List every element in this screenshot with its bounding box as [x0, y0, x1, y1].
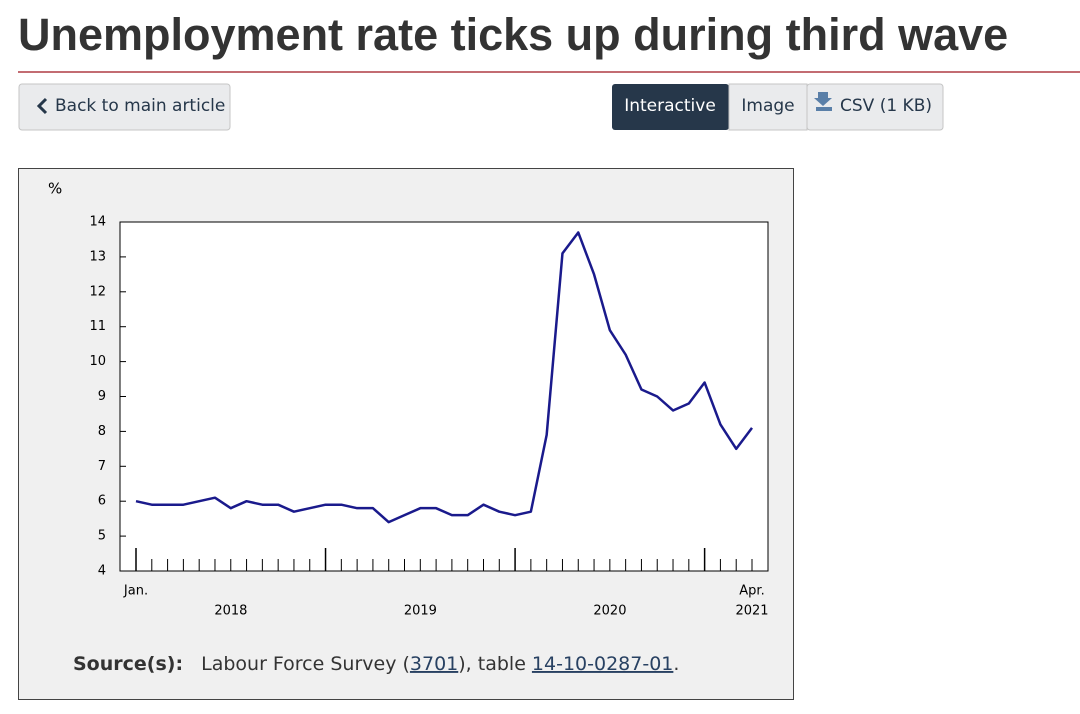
source-label: Source(s): [73, 653, 183, 675]
y-tick-label: 12 [89, 284, 106, 299]
interactive-label[interactable]: Interactive [624, 96, 716, 116]
source-text: ), table [458, 653, 532, 675]
x-tick-label: Apr. [739, 584, 764, 599]
plot-area [119, 221, 769, 572]
data-line [135, 231, 753, 524]
y-tick-label: 5 [98, 529, 106, 544]
back-label[interactable]: Back to main article [55, 96, 225, 116]
chart: % 4 5 6 7 8 9 10 11 12 13 14 Jan. Apr. 2018 2019 2020 202… [48, 180, 769, 619]
y-tick-label: 10 [89, 354, 106, 369]
back-button-bg[interactable] [18, 83, 231, 131]
y-tick-label: 4 [98, 564, 106, 579]
year-label: 2020 [593, 604, 626, 619]
back-icon [36, 97, 48, 115]
image-label[interactable]: Image [741, 96, 794, 116]
source-text: . [673, 653, 679, 675]
source-line: Source(s): Labour Force Survey (3701), t… [73, 653, 679, 675]
csv-tab[interactable] [806, 83, 944, 131]
year-label: 2019 [404, 604, 437, 619]
back-button[interactable]: Back to main article [18, 83, 231, 131]
y-tick-label: 6 [98, 494, 106, 509]
y-tick-label: 14 [89, 215, 106, 230]
interactive-tab[interactable] [612, 84, 729, 130]
year-label: 2021 [735, 604, 768, 619]
source-text: Labour Force Survey ( [201, 653, 410, 675]
download-icon [814, 92, 832, 111]
y-tick-label: 9 [98, 389, 106, 404]
year-label: 2018 [214, 604, 247, 619]
y-tick-label: 7 [98, 459, 106, 474]
csv-label[interactable]: CSV (1 KB) [840, 96, 932, 116]
y-tick-label: 13 [89, 249, 106, 264]
page-title: Unemployment rate ticks up during third … [18, 9, 1008, 60]
table-link[interactable]: 14-10-0287-01 [532, 653, 673, 675]
y-unit: % [48, 180, 62, 198]
x-tick-label: Jan. [123, 584, 148, 599]
survey-link[interactable]: 3701 [410, 653, 458, 675]
y-tick-label: 8 [98, 424, 106, 439]
y-tick-label: 11 [89, 319, 106, 334]
